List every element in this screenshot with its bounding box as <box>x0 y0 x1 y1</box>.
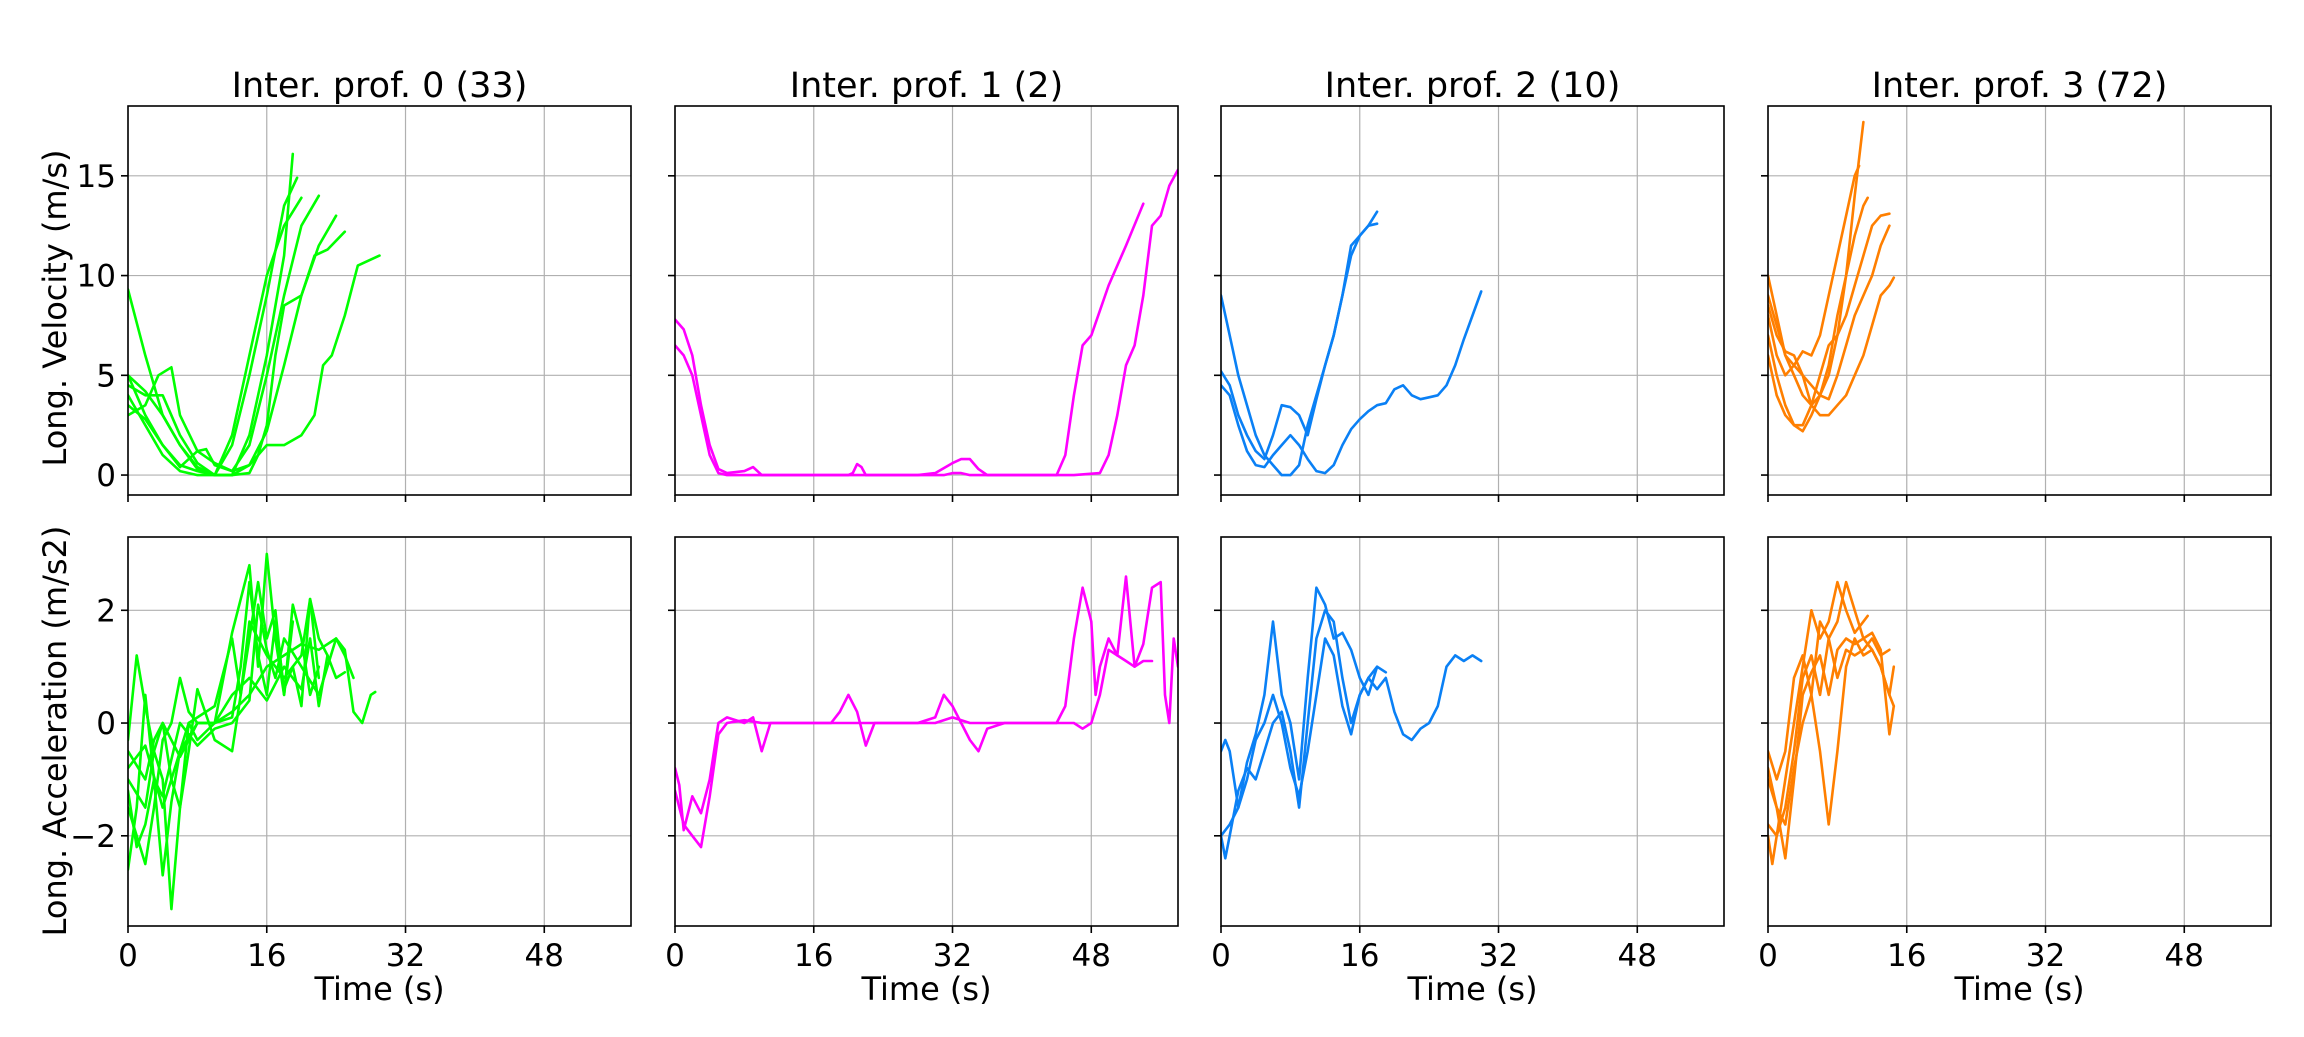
axes-frame <box>674 105 1179 496</box>
series-line <box>1768 631 1896 860</box>
velocity-plot-3 <box>1761 105 2272 502</box>
y-tick-label: 5 <box>96 358 116 394</box>
series-line <box>675 168 1178 477</box>
axes-frame <box>1220 536 1725 927</box>
x-tick-label: 0 <box>665 938 685 974</box>
x-axis-label: Time (s) <box>313 970 444 1008</box>
y-tick-label: −2 <box>70 819 116 855</box>
x-tick-label: 16 <box>1887 938 1926 974</box>
x-tick-label: 48 <box>525 938 564 974</box>
series-line <box>1768 580 1869 866</box>
y-tick-label: 0 <box>96 458 116 494</box>
x-tick-label: 0 <box>118 938 138 974</box>
x-tick-label: 32 <box>386 938 425 974</box>
axes-frame <box>127 105 632 496</box>
x-axis-label: Time (s) <box>1953 970 2084 1008</box>
x-tick-label: 48 <box>1618 938 1657 974</box>
x-tick-label: 32 <box>933 938 972 974</box>
series-line <box>1221 609 1379 860</box>
x-tick-label: 32 <box>2026 938 2065 974</box>
acceleration-plot-0: −2 0 2 0 16 32 48 Time (s) <box>70 536 632 1008</box>
x-tick-label: 32 <box>1479 938 1518 974</box>
y-tick-label: 2 <box>96 593 116 629</box>
series-line <box>1221 586 1388 809</box>
subplot-grid: Inter. prof. 0 (33) 0 5 10 15 −2 0 2 0 16 32 48 Time… <box>70 66 2272 1008</box>
x-tick-label: 16 <box>794 938 833 974</box>
x-tick-label: 16 <box>247 938 286 974</box>
panel-3: Inter. prof. 3 (72) 0 16 32 48 Time (s) <box>1758 66 2272 1008</box>
velocity-plot-1 <box>668 105 1179 502</box>
series-line <box>1768 212 1891 427</box>
series-line <box>1221 290 1483 475</box>
y-tick-label: 0 <box>96 706 116 742</box>
x-tick-label: 16 <box>1340 938 1379 974</box>
y-tick-label: 10 <box>77 259 116 295</box>
panel-2: Inter. prof. 2 (10) 0 16 32 48 Time (s) <box>1211 66 1725 1008</box>
series-line <box>1768 164 1861 377</box>
series-line <box>128 637 377 809</box>
axes-frame <box>1767 105 2272 496</box>
series-line <box>128 230 347 477</box>
series-line <box>128 552 295 877</box>
series-line <box>1768 224 1891 401</box>
x-axis-label: Time (s) <box>1406 970 1537 1008</box>
panel-title: Inter. prof. 2 (10) <box>1325 66 1621 106</box>
velocity-plot-0: 0 5 10 15 <box>77 105 632 502</box>
series-line <box>128 254 381 473</box>
panel-title: Inter. prof. 0 (33) <box>232 66 528 106</box>
panel-1: Inter. prof. 1 (2) 0 16 32 48 Time (s) <box>665 66 1179 1008</box>
acceleration-plot-3: 0 16 32 48 Time (s) <box>1758 536 2272 1008</box>
axes-frame <box>674 536 1179 927</box>
panel-title: Inter. prof. 3 (72) <box>1872 66 2168 106</box>
series-line <box>1768 637 1896 826</box>
series-line <box>1768 620 1891 826</box>
series-line <box>675 575 1178 832</box>
axes-frame <box>1220 105 1725 496</box>
axes-frame <box>127 536 632 927</box>
series-line <box>1221 222 1379 461</box>
axes-frame <box>1767 536 2272 927</box>
series-line <box>675 202 1145 477</box>
y-axis-label-velocity: Long. Velocity (m/s) <box>36 149 74 466</box>
velocity-plot-2 <box>1214 105 1725 502</box>
series-line <box>1221 210 1379 477</box>
x-axis-label: Time (s) <box>860 970 991 1008</box>
x-tick-label: 48 <box>1072 938 1111 974</box>
series-line <box>128 194 321 473</box>
acceleration-plot-1: 0 16 32 48 Time (s) <box>665 536 1179 1008</box>
y-tick-label: 15 <box>77 159 116 195</box>
panel-title: Inter. prof. 1 (2) <box>790 66 1063 106</box>
series-line <box>675 648 1154 849</box>
series-line <box>1221 637 1483 838</box>
acceleration-plot-2: 0 16 32 48 Time (s) <box>1211 536 1725 1008</box>
x-tick-label: 0 <box>1211 938 1231 974</box>
series-line <box>128 580 321 809</box>
panel-0: Inter. prof. 0 (33) 0 5 10 15 −2 0 2 0 16 32 48 Time… <box>70 66 632 1008</box>
x-tick-label: 48 <box>2165 938 2204 974</box>
y-axis-label-acceleration: Long. Acceleration (m/s2) <box>36 526 74 937</box>
x-tick-label: 0 <box>1758 938 1778 974</box>
series-line <box>1768 276 1896 417</box>
